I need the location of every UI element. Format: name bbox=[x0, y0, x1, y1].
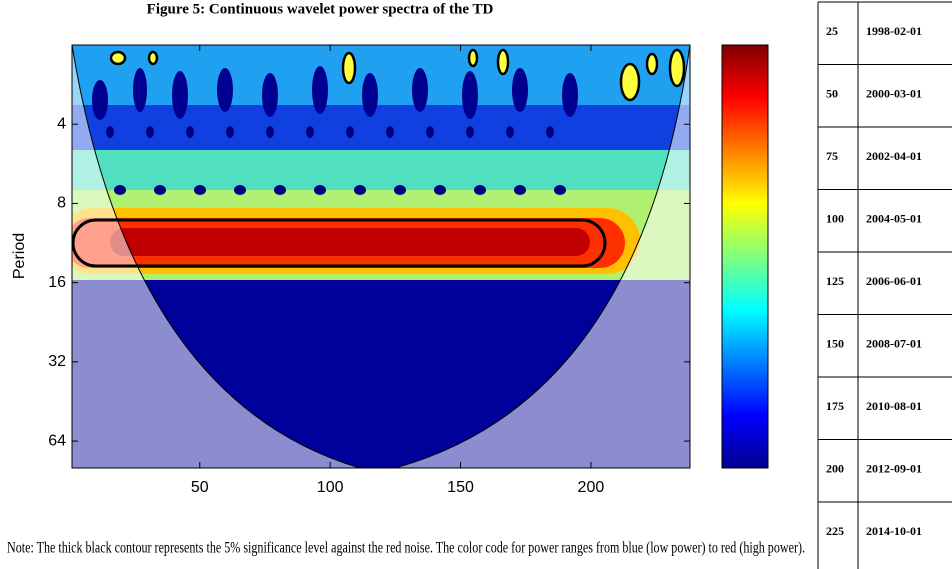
table-cell: 2012-09-01 bbox=[866, 461, 922, 475]
table-cell: 2002-04-01 bbox=[866, 149, 922, 163]
table-cell: 150 bbox=[826, 336, 844, 350]
colorbar bbox=[721, 44, 769, 469]
axes: 50 100 150 200 4 8 16 32 64 bbox=[48, 44, 691, 496]
table-cell: 100 bbox=[826, 211, 844, 225]
y-tick-label: 32 bbox=[48, 353, 66, 370]
table-cell: 2010-08-01 bbox=[866, 399, 922, 413]
table-cell: 2006-06-01 bbox=[866, 274, 922, 288]
table-cell: 2014-10-01 bbox=[866, 524, 922, 538]
heatmap bbox=[72, 45, 690, 468]
table-cell: 2008-07-01 bbox=[866, 336, 922, 350]
y-tick-label: 4 bbox=[57, 115, 66, 132]
table-cell: 1998-02-01 bbox=[866, 24, 922, 38]
x-tick-label: 150 bbox=[447, 479, 474, 496]
figure-note: Note: The thick black contour represents… bbox=[7, 540, 805, 557]
y-tick-label: 8 bbox=[57, 195, 66, 212]
table-cell: 125 bbox=[826, 274, 844, 288]
table-cell: 2004-05-01 bbox=[866, 211, 922, 225]
table-cell: 25 bbox=[826, 24, 838, 38]
y-tick-label: 64 bbox=[48, 432, 66, 449]
x-tick-label: 100 bbox=[317, 479, 344, 496]
table: 25 1998-02-01 50 2000-03-01 75 2002-04-01 100 2… bbox=[817, 1, 952, 569]
table-cell: 50 bbox=[826, 86, 838, 100]
table-cell: 2000-03-01 bbox=[866, 86, 922, 100]
y-axis-label: Period bbox=[11, 233, 28, 279]
x-tick-label: 50 bbox=[191, 479, 209, 496]
table-cell: 175 bbox=[826, 399, 844, 413]
y-tick-label: 16 bbox=[48, 274, 66, 291]
table-cell: 225 bbox=[826, 524, 844, 538]
x-tick-label: 200 bbox=[578, 479, 605, 496]
table-cell: 200 bbox=[826, 461, 844, 475]
table-cell: 75 bbox=[826, 149, 838, 163]
figure-title: Figure 5: Continuous wavelet power spect… bbox=[147, 1, 494, 17]
